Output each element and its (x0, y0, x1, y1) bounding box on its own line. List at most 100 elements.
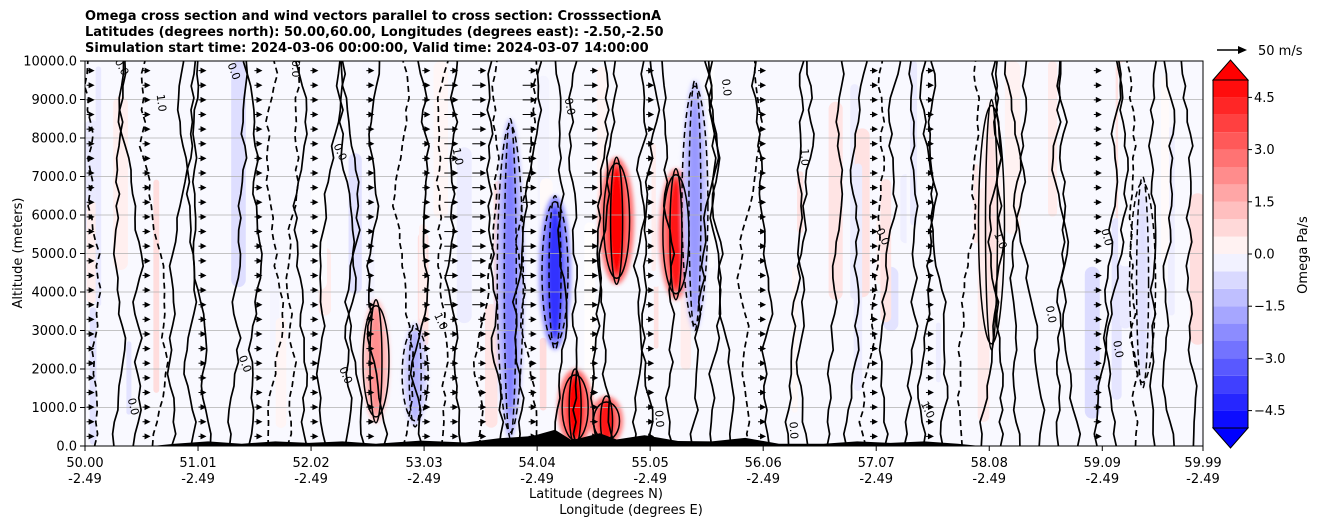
wind-vector-head (927, 345, 934, 352)
wind-vector-head (927, 257, 934, 264)
omega-texture-band (433, 61, 448, 219)
wind-vector-head (1095, 316, 1102, 323)
wind-vector-head (88, 389, 95, 396)
wind-vector-head (144, 243, 151, 250)
wind-vector-head (424, 67, 431, 74)
chart-title-line-1: Omega cross section and wind vectors par… (85, 9, 662, 24)
contour-line (1003, 61, 1046, 446)
contour-ring (688, 79, 702, 332)
wind-vector-head (1095, 257, 1102, 264)
contour-line (878, 61, 902, 446)
omega-texture-band (539, 337, 547, 411)
wind-vector-head (871, 404, 878, 411)
wind-vector-head (760, 213, 767, 220)
wind-vector-head (592, 67, 599, 74)
wind-vector-head (452, 170, 459, 177)
wind-vector-head (592, 213, 599, 220)
contour-line (826, 61, 845, 446)
contour-line (292, 61, 309, 446)
y-tick-label: 7000.0 (32, 170, 78, 185)
wind-vector-head (144, 389, 151, 396)
omega-texture-band (484, 303, 498, 428)
quiver-key: 50 m/s (1217, 44, 1303, 59)
contour-label: 0.0 (1043, 305, 1059, 325)
wind-vector-head (1095, 360, 1102, 367)
wind-vector-head (312, 126, 319, 133)
wind-vector-head (200, 67, 207, 74)
wind-vector-head (256, 433, 263, 440)
wind-vector-head (312, 330, 319, 337)
wind-vector-head (88, 213, 95, 220)
contour-line (784, 61, 815, 446)
wind-vector-head (1095, 418, 1102, 425)
wind-vector-head (871, 316, 878, 323)
wind-vector-head (871, 140, 878, 147)
wind-vector-head (144, 287, 151, 294)
y-tick-label: 5000.0 (32, 247, 78, 262)
wind-vector-head (530, 272, 537, 279)
omega-feature-core (986, 115, 997, 334)
wind-vector-head (530, 184, 537, 191)
wind-vector-head (592, 82, 599, 89)
wind-vector-head (927, 140, 934, 147)
wind-vector-head (312, 82, 319, 89)
wind-vector-head (1095, 213, 1102, 220)
wind-vector-head (88, 374, 95, 381)
wind-vector-head (1095, 140, 1102, 147)
x-tick-label-latitude: 53.03 (405, 456, 442, 471)
wind-vector-head (927, 96, 934, 103)
plot-area: 0.0 1.0 0.0 0.0 0.0 1.0 0.0 0.0 1.0 0.0 1.0 0.0 0.0 0… (85, 61, 1203, 446)
wind-vector-head (871, 213, 878, 220)
x-tick-label-longitude: -2.49 (972, 472, 1006, 487)
wind-vector-head (256, 111, 263, 118)
wind-vector-head (200, 199, 207, 206)
colorbar-tick-label: 4.5 (1254, 91, 1275, 106)
omega-texture-band (311, 185, 328, 291)
wind-vector-head (530, 213, 537, 220)
wind-vector-head (256, 374, 263, 381)
contour-line (315, 61, 347, 446)
x-tick-label-latitude: 56.06 (745, 456, 782, 471)
omega-feature-core (1137, 190, 1149, 375)
wind-vector-head (530, 67, 537, 74)
wind-vector-head (88, 155, 95, 162)
wind-vector-head (927, 404, 934, 411)
contour-ring (1135, 175, 1150, 389)
wind-vector-head (200, 126, 207, 133)
contour-line-negative (435, 61, 449, 446)
wind-vector-head (88, 257, 95, 264)
wind-vector-head (256, 360, 263, 367)
wind-vector-head (256, 316, 263, 323)
wind-vector-head (760, 82, 767, 89)
wind-vector-head (368, 199, 375, 206)
contour-line (795, 61, 809, 446)
wind-vector-head (144, 360, 151, 367)
wind-vector-head (927, 374, 934, 381)
wind-vector-head (530, 301, 537, 308)
wind-vector-head (144, 140, 151, 147)
wind-vector-head (424, 96, 431, 103)
wind-vector-head (648, 184, 655, 191)
wind-vector-head (480, 257, 487, 264)
wind-vector-head (312, 418, 319, 425)
wind-vector-head (927, 170, 934, 177)
wind-vector-head (424, 82, 431, 89)
colorbar-extend-max (1211, 59, 1250, 81)
omega-texture-band (1161, 75, 1170, 261)
colorbar-tick-label: −1.5 (1254, 300, 1286, 315)
wind-vector-head (1095, 389, 1102, 396)
quiver-key-arrow-head (1238, 46, 1247, 54)
wind-vector-head (927, 389, 934, 396)
wind-vector-head (88, 111, 95, 118)
wind-vector-head (871, 360, 878, 367)
wind-vector-head (88, 316, 95, 323)
wind-vector-head (530, 155, 537, 162)
wind-vector-head (256, 330, 263, 337)
wind-vector-head (1095, 111, 1102, 118)
wind-vector-head (927, 67, 934, 74)
wind-vector-head (530, 374, 537, 381)
wind-vector-head (480, 126, 487, 133)
contour-ring (362, 304, 390, 418)
wind-vector-head (88, 433, 95, 440)
